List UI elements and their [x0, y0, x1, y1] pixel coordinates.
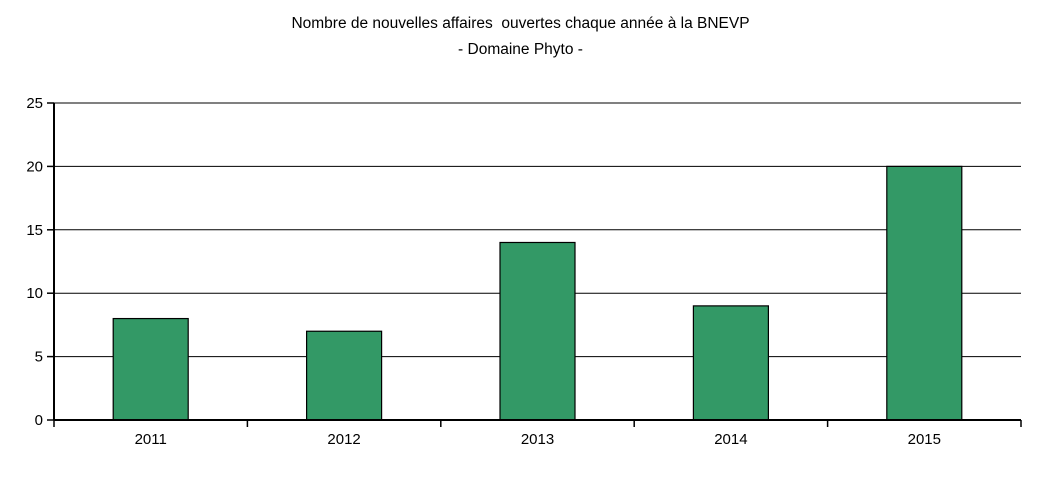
x-tick-label-2015: 2015: [908, 431, 941, 448]
x-tick-label-2011: 2011: [135, 431, 167, 448]
x-tick-label-2014: 2014: [714, 431, 747, 448]
chart-title: Nombre de nouvelles affaires ouvertes ch…: [291, 15, 750, 32]
bar-2013: [499, 241, 576, 421]
y-tick-label-10: 10: [26, 285, 43, 302]
x-tick-label-2012: 2012: [327, 431, 360, 448]
y-tick-label-15: 15: [26, 222, 43, 239]
y-tick-label-0: 0: [35, 412, 43, 429]
y-tick-label-25: 25: [26, 95, 43, 112]
x-tick-label-2013: 2013: [521, 431, 554, 448]
y-tick-label-5: 5: [35, 349, 43, 366]
y-tick-label-20: 20: [26, 158, 43, 175]
chart-subtitle: - Domaine Phyto -: [458, 41, 583, 58]
bar-2011: [112, 317, 189, 421]
bar-2014: [692, 305, 770, 421]
bar-2012: [306, 330, 383, 421]
bar-2015: [886, 165, 963, 421]
